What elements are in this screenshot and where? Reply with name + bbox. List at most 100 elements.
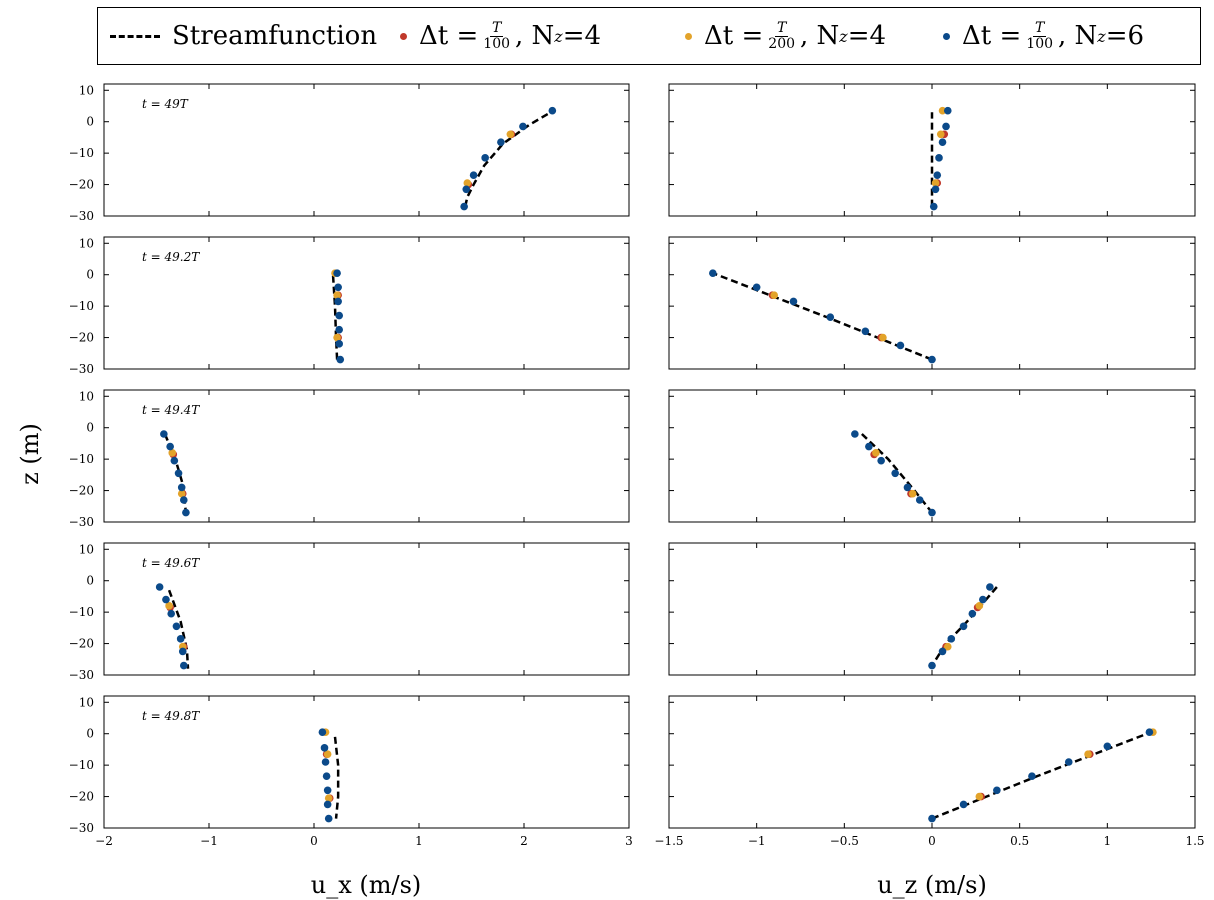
point-dt100-nz6 xyxy=(162,595,170,604)
streamfunction-line xyxy=(331,273,339,360)
point-dt200-nz4 xyxy=(463,179,472,187)
fraction-numerator: T xyxy=(489,19,504,37)
legend-fraction: T 100 xyxy=(481,19,512,52)
point-dt200-nz4 xyxy=(165,602,173,610)
point-dt200-nz4 xyxy=(908,489,917,498)
x-tick-label: −1.5 xyxy=(654,834,683,848)
point-dt200-nz4 xyxy=(938,106,947,115)
point-dt100-nz6 xyxy=(938,647,947,656)
x-tick-label: 3 xyxy=(625,834,633,848)
legend-eq: = xyxy=(1105,21,1128,51)
point-dt100-nz6 xyxy=(334,297,342,306)
x-axis-label-uz: u_z (m/s) xyxy=(877,871,987,899)
legend-nz-value: 6 xyxy=(1127,21,1145,51)
time-label: t = 49.6T xyxy=(142,556,200,570)
point-dt200-nz4 xyxy=(770,291,778,299)
streamfunction-line xyxy=(333,736,340,819)
x-tick-label: −0.5 xyxy=(830,834,859,848)
legend-nz-value: 4 xyxy=(869,21,887,51)
point-dt200-nz4 xyxy=(943,642,952,651)
y-tick-label: 0 xyxy=(86,421,94,435)
point-dt100-nz6 xyxy=(959,800,968,809)
panel-frame xyxy=(103,83,630,217)
point-dt200-nz4 xyxy=(324,794,333,802)
y-tick-label: −10 xyxy=(69,452,94,466)
x-tick-label: −1 xyxy=(748,834,766,848)
y-tick-label: 10 xyxy=(79,83,94,97)
point-dt100-nz6 xyxy=(928,355,936,364)
x-tick-label: 1 xyxy=(1104,834,1112,848)
x-tick-label: 1.5 xyxy=(1185,834,1204,848)
y-tick-label: 10 xyxy=(79,542,94,556)
point-dt100-nz6 xyxy=(826,313,835,321)
point-dt100-nz6 xyxy=(877,456,885,465)
y-tick-label: −30 xyxy=(69,362,94,376)
legend-nz-sub: z xyxy=(554,26,563,46)
point-dt100-nz6 xyxy=(752,283,761,292)
legend-fraction: T 200 xyxy=(766,19,797,52)
y-tick-label: −30 xyxy=(69,821,94,835)
y-tick-label: −20 xyxy=(69,790,94,804)
point-dt100-nz6 xyxy=(986,583,994,591)
point-dt100-nz6 xyxy=(324,814,333,823)
y-tick-label: 10 xyxy=(79,236,94,250)
y-tick-label: −20 xyxy=(69,484,94,498)
panel-frame xyxy=(668,236,1196,370)
point-dt100-nz6 xyxy=(334,283,342,292)
point-dt100-nz6 xyxy=(861,327,870,336)
legend-nz-prefix: , N xyxy=(515,21,555,51)
point-dt100-nz6 xyxy=(335,340,344,348)
point-dt100-nz6 xyxy=(789,297,798,306)
y-tick-label: −10 xyxy=(69,758,94,772)
point-dt200-nz4 xyxy=(936,130,945,139)
legend-dt-label: Δt = xyxy=(704,21,764,51)
point-dt100-nz6 xyxy=(336,355,345,364)
y-tick-label: 10 xyxy=(79,389,94,403)
y-axis-label: z (m) xyxy=(16,423,44,485)
point-dt100-nz6 xyxy=(865,442,873,451)
y-tick-label: −20 xyxy=(69,178,94,192)
streamfunction-line xyxy=(861,433,933,514)
point-dt100-nz6 xyxy=(335,311,344,320)
legend-eq: = xyxy=(562,21,585,51)
point-dt100-nz6 xyxy=(322,772,331,780)
y-tick-label: 0 xyxy=(86,115,94,129)
y-tick-label: −30 xyxy=(69,668,94,682)
point-dt100-nz6 xyxy=(172,622,181,631)
point-dt100-nz6 xyxy=(176,635,185,643)
x-tick-label: −2 xyxy=(95,834,113,848)
point-dt200-nz4 xyxy=(975,602,984,610)
y-tick-label: −10 xyxy=(69,146,94,160)
point-dt200-nz4 xyxy=(872,449,880,457)
point-dt200-nz4 xyxy=(975,792,984,801)
y-tick-label: −30 xyxy=(69,515,94,529)
point-dt100-nz6 xyxy=(548,106,557,115)
point-dt100-nz6 xyxy=(182,508,190,517)
point-dt100-nz6 xyxy=(931,185,940,194)
legend-nz-sub: z xyxy=(1097,26,1106,46)
legend-nz-prefix: , N xyxy=(1058,21,1098,51)
streamfunction-line xyxy=(167,589,190,669)
point-dt100-nz6 xyxy=(947,635,956,643)
point-dt200-nz4 xyxy=(168,449,177,457)
point-dt100-nz6 xyxy=(915,496,924,504)
legend-marker-dt100-nz6 xyxy=(943,32,950,40)
point-dt100-nz6 xyxy=(928,508,936,517)
legend-eq: = xyxy=(847,21,870,51)
legend-marker-dt200-nz4 xyxy=(685,32,692,40)
point-dt100-nz6 xyxy=(469,171,478,179)
point-dt100-nz6 xyxy=(1145,728,1154,736)
point-dt100-nz6 xyxy=(979,595,987,604)
fraction-numerator: T xyxy=(774,19,789,37)
point-dt100-nz6 xyxy=(519,122,527,131)
legend-fraction: T 100 xyxy=(1024,20,1055,52)
point-dt100-nz6 xyxy=(1064,758,1073,766)
fraction-denominator: 100 xyxy=(1026,35,1054,52)
point-dt100-nz6 xyxy=(318,728,327,736)
panel-frame xyxy=(103,542,630,676)
time-label: t = 49.8T xyxy=(142,709,200,723)
time-label: t = 49.2T xyxy=(142,250,200,264)
point-dt100-nz6 xyxy=(968,609,977,618)
point-dt100-nz6 xyxy=(929,202,938,211)
